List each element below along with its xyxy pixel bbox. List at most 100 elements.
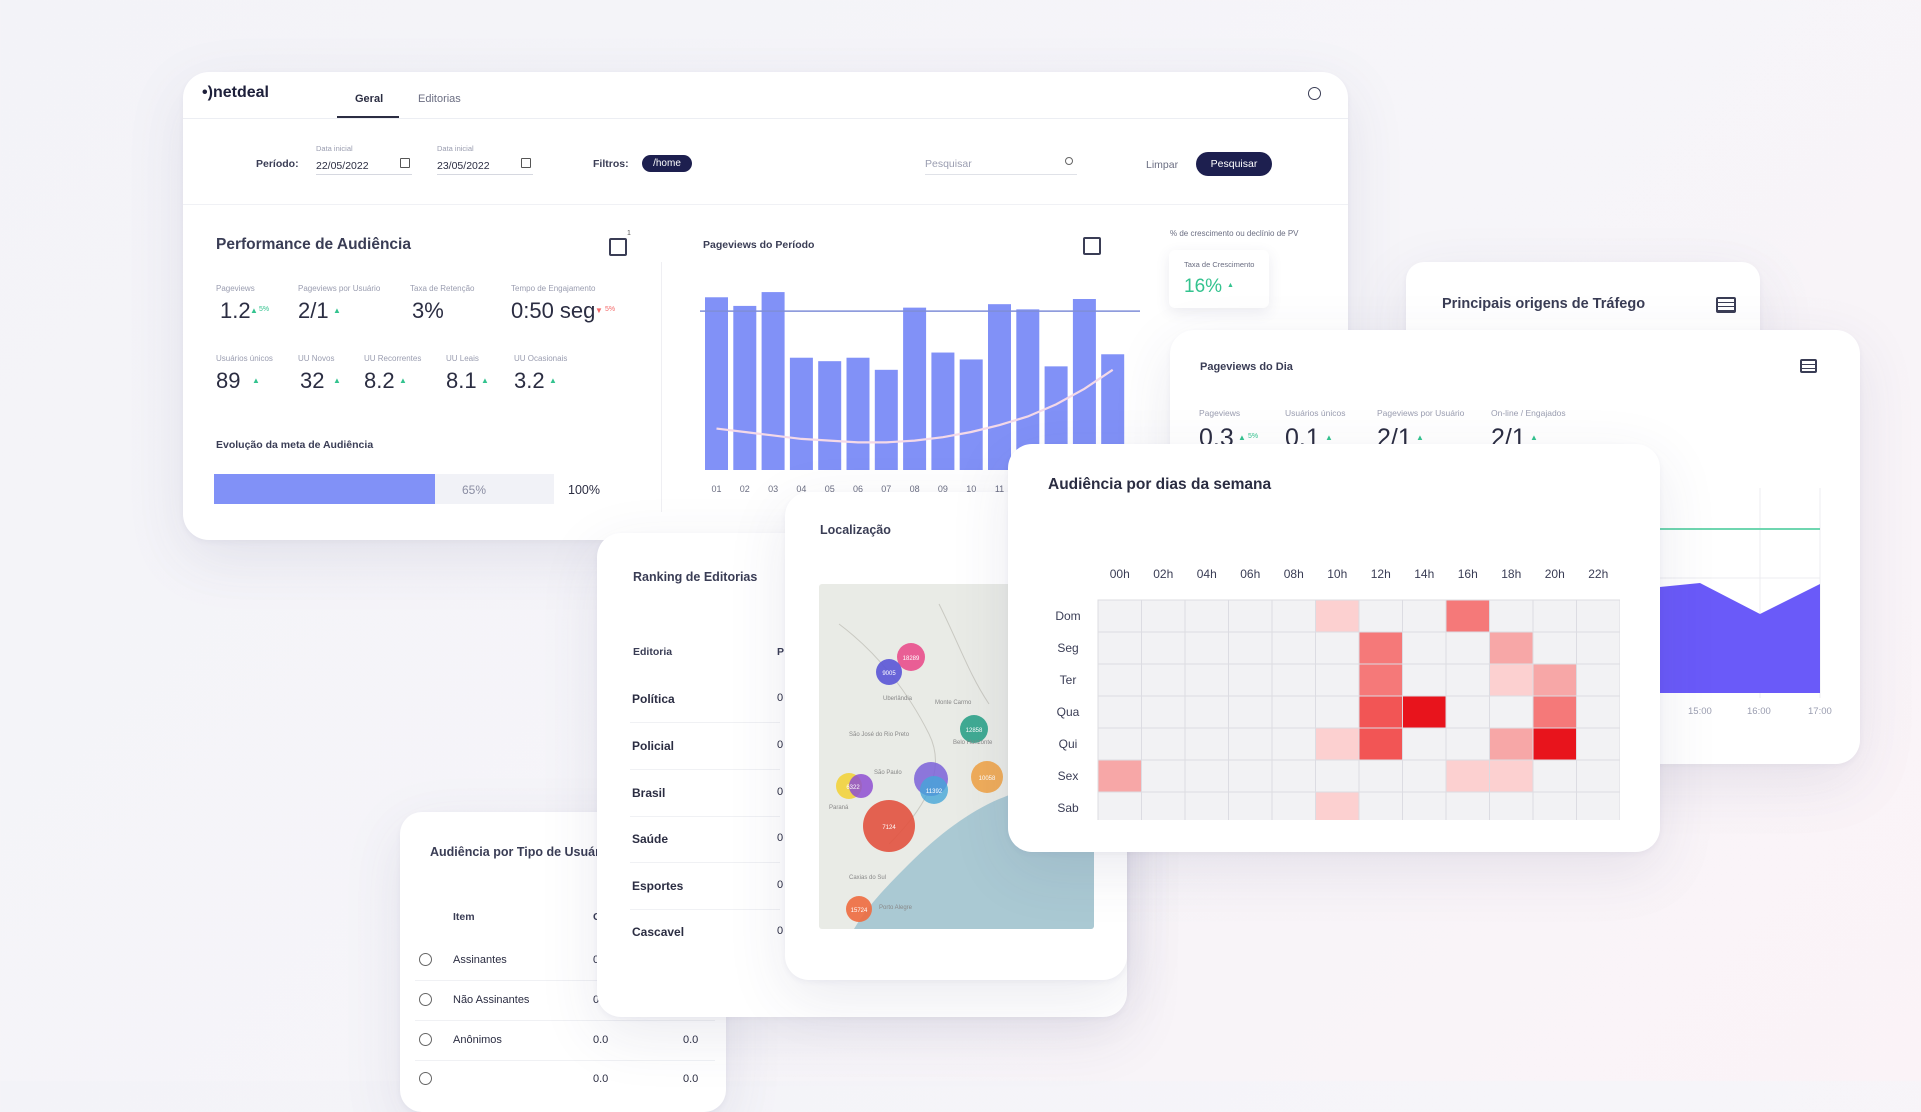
ranking-row[interactable]: Cascavel 0 (630, 909, 783, 955)
day-area-chart (1650, 488, 1821, 698)
map-place-label: Belo Horizonte (953, 740, 993, 746)
heatmap-cell (1445, 663, 1490, 697)
heatmap-cell (1532, 663, 1577, 697)
heatmap-cell (1576, 727, 1620, 761)
chart-bar (789, 357, 813, 470)
table-row[interactable]: Assinantes 0 (415, 940, 715, 981)
x-tick-label: 05 (825, 484, 835, 494)
heatmap-cell (1402, 631, 1447, 665)
heatmap-cell (1489, 791, 1534, 820)
map-marker[interactable] (846, 896, 872, 922)
goal-progress-track: 65% (214, 474, 554, 504)
bar-chart-icon[interactable] (1083, 237, 1101, 255)
bar-chart-icon[interactable] (609, 238, 627, 256)
logo-mark-icon: •) (202, 84, 213, 101)
day-metric-label: Pageviews (1199, 408, 1241, 418)
brand-logo[interactable]: •)netdeal (202, 84, 269, 102)
ranking-value: 0 (777, 832, 784, 844)
table-row[interactable]: Anônimos 0.0 0.0 (415, 1020, 715, 1061)
trend-up-icon: ▲ (1416, 433, 1424, 442)
map-marker-label: 9005 (882, 671, 896, 677)
heatmap-cell (1576, 631, 1620, 665)
filter-chip[interactable]: /home (642, 155, 692, 172)
x-tick-label: 09 (938, 484, 948, 494)
heatmap-cell (1184, 759, 1229, 793)
table-list-icon[interactable] (1716, 297, 1736, 313)
chart-bar (903, 307, 927, 470)
trend-up-icon: ▲ (333, 306, 341, 315)
ranking-row[interactable]: Política 0 (630, 676, 784, 723)
user-account-icon[interactable] (1308, 87, 1321, 100)
hour-label: 22h (1588, 567, 1608, 581)
table-list-icon[interactable] (1800, 359, 1817, 373)
table-row[interactable]: 0.0 0.0 (415, 1060, 715, 1100)
heatmap-cell (1184, 631, 1229, 665)
day-label: Qua (1057, 705, 1080, 719)
heatmap-cell (1097, 791, 1142, 820)
row-value-2: 0.0 (683, 1034, 699, 1046)
heatmap-cell (1489, 663, 1534, 697)
ranking-name: Policial (632, 739, 675, 753)
heatmap-cell (1228, 631, 1273, 665)
heatmap-cell (1315, 791, 1360, 820)
ranking-row[interactable]: Esportes 0 (630, 863, 783, 910)
day-metric-delta: 5% (1248, 433, 1259, 440)
ranking-row[interactable]: Policial 0 (630, 723, 784, 770)
row-name: Não Assinantes (453, 994, 530, 1006)
ranking-value: 0 (777, 739, 784, 751)
metric-value: 0:50 seg (511, 298, 596, 323)
chart-icon-badge: 1 (627, 230, 631, 237)
tab-editorias[interactable]: Editorias (418, 93, 461, 105)
table-row[interactable]: Não Assinantes 0 (415, 980, 715, 1021)
hour-label: 00h (1110, 567, 1130, 581)
heatmap-cell (1445, 599, 1490, 633)
end-date-input[interactable]: 23/05/2022 (437, 156, 533, 175)
heatmap-cell (1358, 759, 1403, 793)
metric-value: 8.1 (446, 368, 477, 393)
row-name: Assinantes (453, 954, 507, 966)
heatmap-cell (1141, 631, 1186, 665)
ranking-row[interactable]: Saúde 0 (630, 816, 784, 863)
heatmap-cell (1097, 727, 1142, 761)
user-type-col-item: Item (453, 911, 475, 923)
map-marker[interactable] (863, 800, 915, 852)
map-marker[interactable] (849, 774, 873, 798)
heatmap-cell (1489, 759, 1534, 793)
heatmap-cell (1271, 599, 1316, 633)
heatmap-cell (1402, 663, 1447, 697)
user-type-title: Audiência por Tipo de Usuário (430, 845, 598, 859)
trend-up-icon: ▲ (1227, 282, 1234, 289)
trend-up-icon: ▲ (1530, 433, 1538, 442)
map-marker[interactable] (876, 659, 902, 685)
heatmap-cell (1576, 791, 1620, 820)
heatmap-cell (1141, 695, 1186, 729)
metric-label: UU Leais (446, 354, 479, 363)
map-marker[interactable] (920, 776, 948, 804)
map-marker[interactable] (897, 643, 925, 671)
clear-button[interactable]: Limpar (1146, 159, 1179, 171)
ranking-row[interactable]: Brasil 0 (630, 770, 784, 817)
search-button[interactable]: Pesquisar (1196, 152, 1272, 176)
day-label: Sex (1058, 769, 1079, 783)
end-date-label: Data inicial (437, 144, 474, 153)
hour-label: 20h (1545, 567, 1565, 581)
ranking-value: 0 (777, 786, 784, 798)
start-date-label: Data inicial (316, 144, 353, 153)
calendar-icon[interactable] (400, 158, 410, 168)
day-metric-label: Usuários únicos (1285, 408, 1346, 418)
calendar-icon[interactable] (521, 158, 531, 168)
user-type-col-second: C (593, 911, 601, 923)
map-marker-label: 10058 (979, 776, 996, 782)
tab-geral[interactable]: Geral (337, 72, 399, 118)
search-input[interactable]: Pesquisar (925, 154, 1077, 175)
start-date-input[interactable]: 22/05/2022 (316, 156, 412, 175)
ranking-value: 0 (777, 692, 784, 704)
map-marker[interactable] (971, 761, 1003, 793)
ranking-col-second: P (777, 646, 785, 658)
chart-bar (931, 352, 955, 470)
search-icon[interactable] (1065, 157, 1073, 165)
map-marker[interactable] (960, 715, 988, 743)
heatmap-cell (1445, 695, 1490, 729)
heatmap-cell (1576, 759, 1620, 793)
heatmap-cell (1271, 759, 1316, 793)
